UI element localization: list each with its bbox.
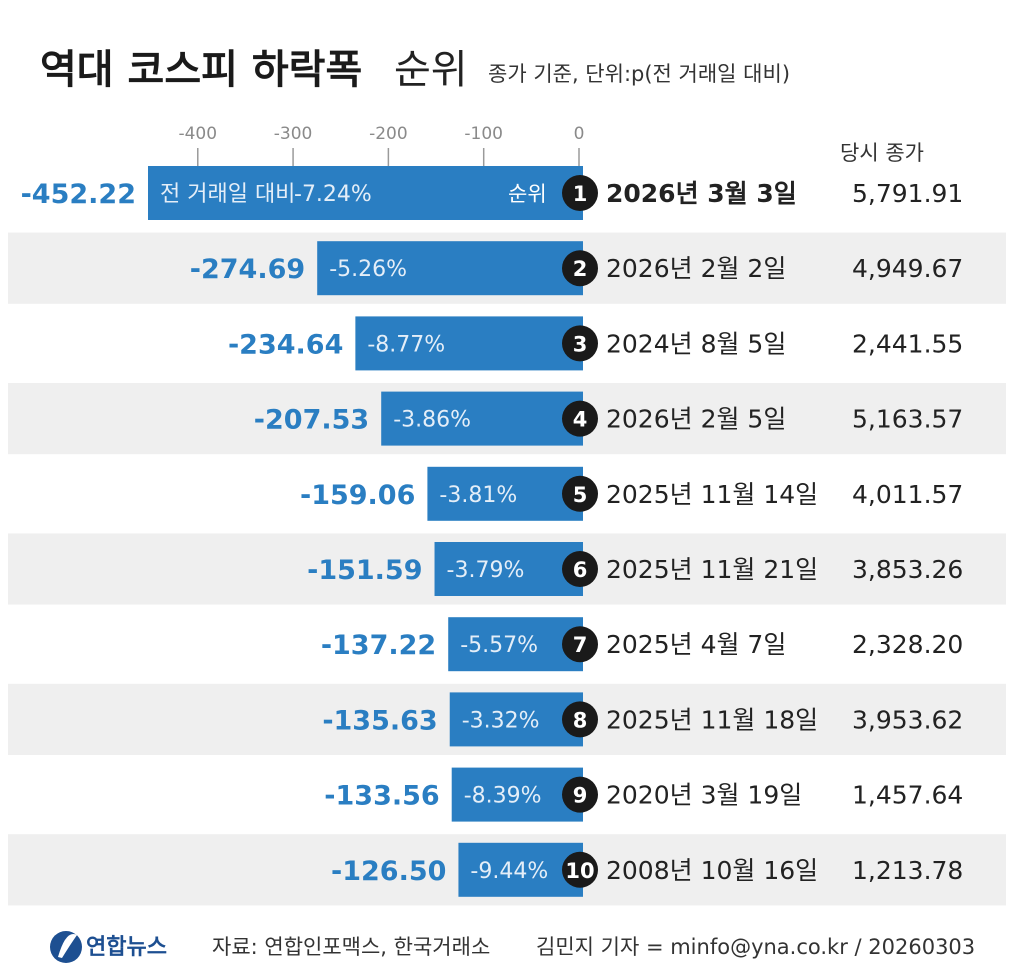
rank-badge (562, 175, 598, 211)
bar-value-label: -135.63 (322, 705, 437, 736)
date-label: 2026년 3월 3일 (606, 179, 797, 208)
x-tick-label: -400 (178, 124, 217, 144)
rank-badge (562, 325, 598, 362)
close-price-label: 1,213.78 (852, 856, 963, 885)
pct-change-label: -9.44% (470, 859, 548, 884)
x-axis: -400 -300 -200 -100 0 (178, 124, 584, 166)
rank-badge (562, 701, 598, 738)
pct-change-label: -5.26% (329, 257, 407, 282)
pct-change-label: -8.39% (464, 784, 542, 809)
close-price-label: 4,011.57 (852, 480, 963, 509)
close-price-label: 2,328.20 (852, 630, 963, 659)
bar (148, 166, 583, 220)
bar-value-label: -126.50 (331, 856, 446, 887)
pct-change-label: -3.32% (462, 708, 540, 733)
bar (381, 391, 583, 446)
date-label: 2025년 11월 14일 (606, 480, 818, 509)
chart-subtitle: 종가 기준, 단위:p(전 거래일 대비) (488, 62, 790, 86)
bar (317, 241, 583, 296)
rank-badge (562, 250, 598, 287)
pct-change-label: -3.81% (439, 483, 517, 508)
footer: 연합뉴스 자료: 연합인포맥스, 한국거래소 김민지 기자 = minfo@yn… (50, 931, 975, 963)
bar (449, 692, 583, 747)
bar-row: -135.63 -3.32% 8 2025년 11월 18일 3,953.62 (322, 692, 963, 747)
close-price-label: 4,949.67 (852, 254, 963, 283)
rank-badge (562, 851, 598, 888)
close-column-header: 당시 종가 (840, 141, 924, 165)
bar-value-label: -137.22 (321, 630, 436, 661)
bar-row: -151.59 -3.79% 6 2025년 11월 21일 3,853.26 (307, 542, 963, 596)
bar-row: -274.69 -5.26% 2 2026년 2월 2일 4,949.67 (190, 241, 963, 296)
date-label: 2026년 2월 2일 (606, 254, 786, 283)
bar-row: -133.56 -8.39% 9 2020년 3월 19일 1,457.64 (324, 767, 963, 822)
bar-value-label: -234.64 (228, 329, 343, 360)
close-price-label: 5,163.57 (852, 405, 963, 434)
chart-title-suffix: 순위 (394, 47, 468, 93)
pct-change-label: -8.77% (367, 332, 445, 357)
x-tick-label: -100 (464, 124, 503, 144)
source-text: 자료: 연합인포맥스, 한국거래소 (212, 935, 490, 959)
bar-row: -159.06 -3.81% 5 2025년 11월 14일 4,011.57 (300, 466, 963, 521)
rank-number: 8 (573, 708, 588, 732)
bar (355, 316, 583, 371)
rank-number: 3 (573, 332, 588, 356)
rank-number: 7 (573, 633, 588, 657)
rank-badge (562, 475, 598, 512)
bar-value-label: -274.69 (190, 254, 305, 285)
rank-badge (562, 626, 598, 663)
rank-number: 2 (573, 257, 588, 281)
date-label: 2025년 11월 21일 (606, 555, 818, 584)
bar-row: -452.22 전 거래일 대비-7.24% 순위 1 2026년 3월 3일 5,791… (21, 166, 963, 220)
close-price-label: 1,457.64 (852, 781, 963, 810)
x-tick-label: -200 (369, 124, 408, 144)
rank-badge (562, 400, 598, 437)
bar-value-label: -207.53 (254, 405, 369, 436)
bar (427, 466, 583, 521)
date-label: 2025년 11월 18일 (606, 705, 818, 734)
pct-column-header: 전 거래일 대비 (160, 182, 295, 207)
chart-title: 역대 코스피 하락폭 (40, 47, 362, 93)
bar-rows: -452.22 전 거래일 대비-7.24% 순위 1 2026년 3월 3일 5,791… (21, 166, 963, 897)
pct-change-label: -5.57% (460, 633, 538, 658)
yonhap-logo (50, 931, 82, 963)
x-tick-label: 0 (574, 124, 585, 144)
pct-change-label: -7.24% (294, 182, 372, 207)
rank-badge (562, 551, 598, 587)
bar-value-label: -452.22 (21, 179, 136, 210)
close-price-label: 5,791.91 (852, 179, 963, 208)
bar-row: -137.22 -5.57% 7 2025년 4월 7일 2,328.20 (321, 617, 963, 672)
bar-row: -234.64 -8.77% 3 2024년 8월 5일 2,441.55 (228, 316, 963, 371)
date-label: 2026년 2월 5일 (606, 405, 786, 434)
rank-number: 5 (573, 483, 588, 507)
x-tick-label: -300 (274, 124, 313, 144)
bar (451, 767, 583, 822)
bar-row: -207.53 -3.86% 4 2026년 2월 5일 5,163.57 (254, 391, 963, 446)
rank-number: 10 (565, 859, 594, 883)
rank-number: 6 (573, 558, 588, 582)
bar-value-label: -151.59 (307, 555, 422, 586)
brand-name: 연합뉴스 (86, 934, 167, 960)
rank-number: 4 (573, 408, 588, 432)
close-price-label: 3,953.62 (852, 705, 963, 734)
pct-change-label: -3.79% (447, 558, 525, 583)
date-label: 2024년 8월 5일 (606, 329, 786, 358)
rank-number: 9 (573, 784, 588, 808)
rank-column-header: 순위 (508, 182, 547, 206)
close-price-label: 3,853.26 (852, 555, 963, 584)
pct-change-label: -3.86% (393, 408, 471, 433)
bar (448, 617, 583, 672)
close-price-label: 2,441.55 (852, 329, 963, 358)
credit-text: 김민지 기자 = minfo@yna.co.kr / 20260303 (536, 935, 975, 959)
rank-badge (562, 776, 598, 813)
bar-value-label: -159.06 (300, 480, 415, 511)
bar-row: -126.50 -9.44% 10 2008년 10월 16일 1,213.78 (331, 842, 963, 897)
bar (434, 542, 583, 596)
date-label: 2008년 10월 16일 (606, 856, 818, 885)
bar-value-label: -133.56 (324, 781, 439, 812)
date-label: 2025년 4월 7일 (606, 630, 786, 659)
rank-number: 1 (573, 182, 588, 206)
date-label: 2020년 3월 19일 (606, 781, 802, 810)
